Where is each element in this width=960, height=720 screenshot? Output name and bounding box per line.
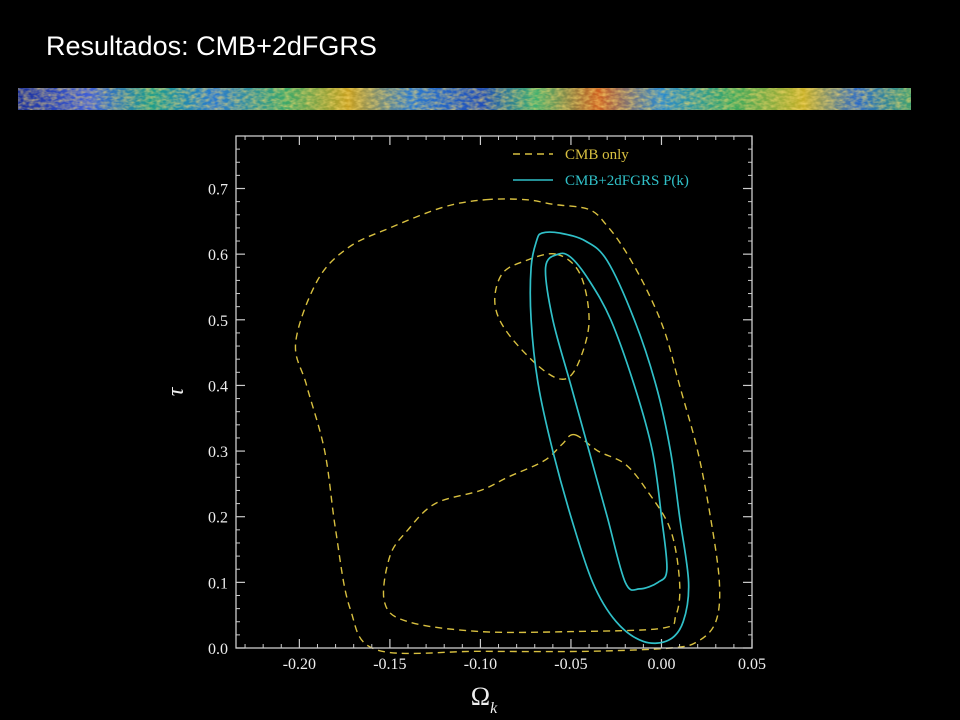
x-tick-label: -0.05 xyxy=(554,656,587,673)
slide-title: Resultados: CMB+2dFGRS xyxy=(46,31,377,61)
legend-label-cmb-only: CMB only xyxy=(565,147,629,163)
y-tick-label: 0.1 xyxy=(208,575,228,592)
y-axis-label: τ xyxy=(163,386,189,396)
x-axis-label-symbol: Ω xyxy=(471,682,490,711)
y-tick-label: 0.6 xyxy=(208,247,228,264)
x-tick-label: 0.00 xyxy=(647,656,675,673)
y-tick-label: 0.5 xyxy=(208,313,228,330)
ticks xyxy=(236,136,753,649)
x-tick-label: -0.10 xyxy=(464,656,497,673)
x-tick-label: -0.20 xyxy=(283,656,316,673)
y-tick-label: 0.4 xyxy=(208,378,228,395)
x-axis-label-subscript: k xyxy=(490,700,498,717)
y-tick-label: 0.7 xyxy=(208,182,228,199)
y-tick-labels: 0.0 0.1 0.2 0.3 0.4 0.5 0.6 0.7 xyxy=(208,182,228,658)
contour-cmb-only-2 xyxy=(494,253,590,380)
chart: -0.20 -0.15 -0.10 -0.05 0.00 0.05 0.00.10.20.… xyxy=(163,135,766,717)
x-axis-label: Ωk xyxy=(471,682,498,717)
y-tick-label: 0.3 xyxy=(208,444,228,461)
cmb-map-banner xyxy=(18,88,911,110)
y-tick-label: 0.0 xyxy=(208,641,228,658)
contour-cmb-only-1 xyxy=(294,198,721,655)
series-layer xyxy=(294,198,721,655)
y-tick-label: 0.2 xyxy=(208,510,228,527)
contour-cmb-only-3 xyxy=(382,433,681,634)
contour-cmb-2dfgrs-2 xyxy=(544,252,668,591)
contour-cmb-2dfgrs-1 xyxy=(529,231,690,645)
x-tick-labels: -0.20 -0.15 -0.10 -0.05 0.00 0.05 xyxy=(283,656,766,673)
legend-label-cmb-2dfgrs: CMB+2dFGRS P(k) xyxy=(565,173,689,189)
x-tick-label: -0.15 xyxy=(373,656,406,673)
plot-frame xyxy=(235,135,753,649)
x-tick-label: 0.05 xyxy=(738,656,766,673)
legend: CMB only CMB+2dFGRS P(k) xyxy=(513,147,689,189)
